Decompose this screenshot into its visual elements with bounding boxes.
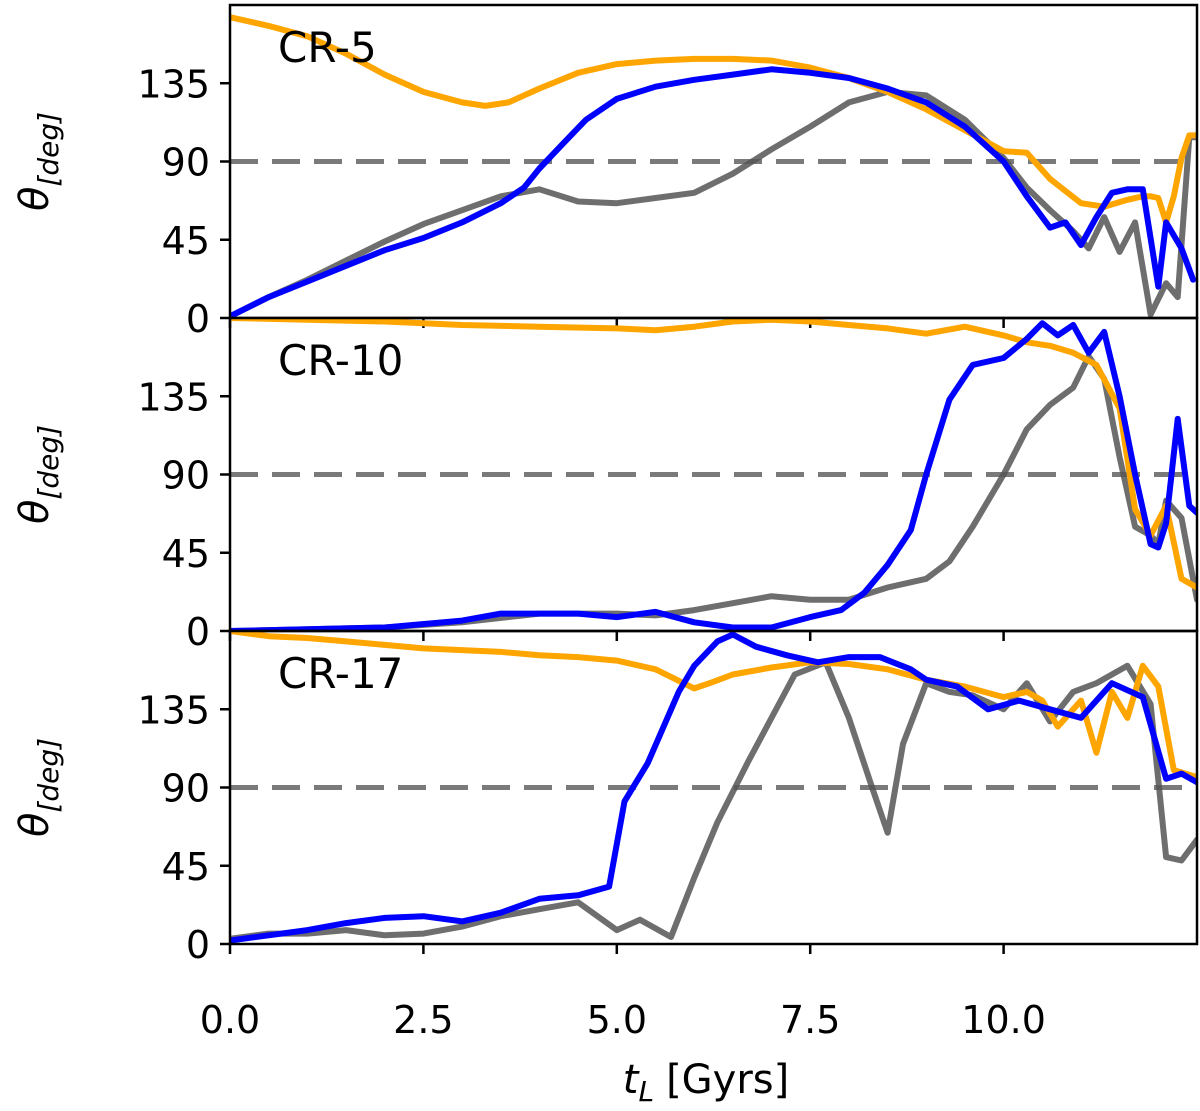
panels-layer: 0 45 90 135 CR-5 θ[deg] 0 45 90 135 CR-10 θ[deg] 0 45… — [12, 3, 1199, 967]
x-tick-label: 0.0 — [200, 998, 260, 1042]
panel-cr-10: 0 45 90 135 CR-10 θ[deg] — [12, 316, 1199, 654]
y-axis-label: θ[deg] — [12, 738, 65, 837]
y-tick-label: 0 — [186, 610, 210, 654]
y-tick-label: 135 — [137, 688, 210, 732]
x-axis-label: tL [Gyrs] — [623, 1057, 789, 1108]
series-blue-cr-10 — [230, 320, 1197, 631]
y-tick-label: 90 — [162, 141, 210, 185]
y-tick-label: 45 — [162, 219, 210, 263]
y-axis-label: θ[deg] — [12, 425, 65, 524]
y-tick-label: 90 — [162, 454, 210, 498]
y-axis-label: θ[deg] — [12, 112, 65, 211]
series-orange-cr-10 — [230, 318, 1197, 591]
y-tick-label: 0 — [186, 297, 210, 341]
panel-label-cr-5: CR-5 — [278, 23, 377, 72]
y-tick-label: 0 — [186, 923, 210, 967]
series-blue-cr-17 — [230, 631, 1197, 944]
series-blue-cr-5 — [230, 66, 1197, 318]
x-tick-label: 5.0 — [587, 998, 647, 1042]
x-tick-label: 2.5 — [393, 998, 453, 1042]
y-tick-label: 45 — [162, 532, 210, 576]
x-tick-label: 10.0 — [961, 998, 1046, 1042]
y-tick-label: 90 — [162, 767, 210, 811]
x-axis: 0.0 2.5 5.0 7.5 10.0 — [200, 998, 1046, 1042]
panel-label-cr-10: CR-10 — [278, 336, 403, 385]
series-gray-cr-5 — [230, 88, 1197, 318]
series-gray-cr-17 — [230, 659, 1197, 942]
panel-label-cr-17: CR-17 — [278, 649, 403, 698]
y-tick-label: 135 — [137, 62, 210, 106]
x-tick-label: 7.5 — [780, 998, 840, 1042]
panel-cr-17: 0 45 90 135 CR-17 θ[deg] — [12, 629, 1199, 967]
series-gray-cr-10 — [230, 353, 1197, 631]
panel-cr-5: 0 45 90 135 CR-5 θ[deg] — [12, 3, 1199, 341]
y-tick-label: 135 — [137, 375, 210, 419]
y-tick-label: 45 — [162, 845, 210, 889]
